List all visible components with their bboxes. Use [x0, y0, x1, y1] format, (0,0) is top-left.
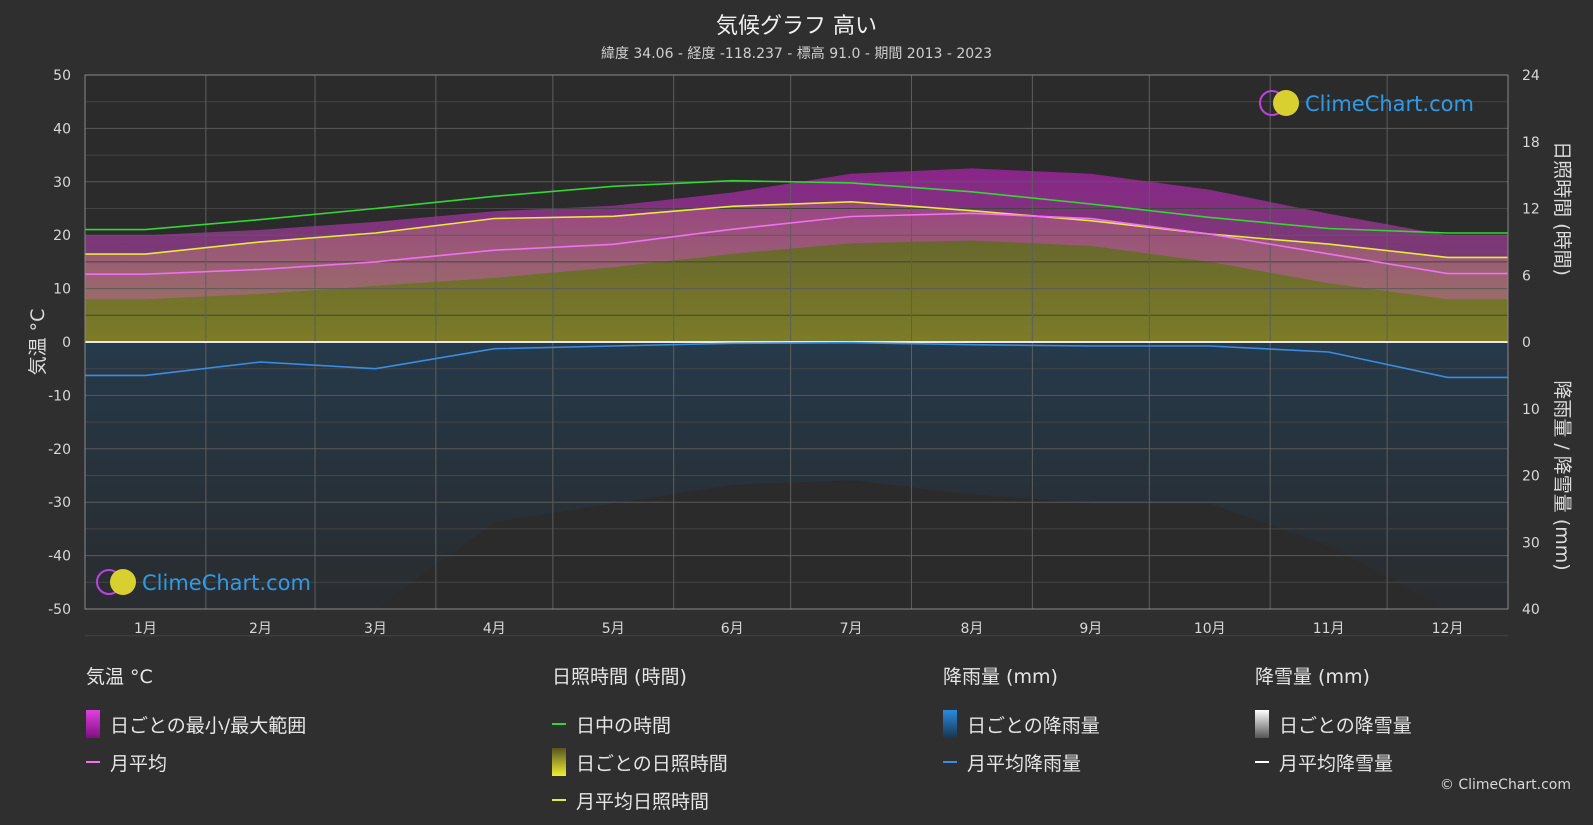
- legend-temperature: 気温 °C 日ごとの最小/最大範囲 月平均: [86, 662, 306, 781]
- daily-range-swatch: [86, 710, 100, 738]
- avg-temp-line: [85, 212, 1508, 275]
- x-tick-label: 9月: [1079, 621, 1102, 637]
- y2-tick-label: 0: [1522, 335, 1531, 351]
- y-tick-label: -20: [48, 442, 71, 458]
- y2-tick-label: 12: [1522, 202, 1540, 218]
- daylight-swatch: [552, 723, 566, 725]
- x-tick-label: 11月: [1313, 621, 1345, 637]
- legend-item-avg-sunshine: 月平均日照時間: [552, 781, 728, 819]
- x-tick-label: 7月: [840, 621, 863, 637]
- legend-sunshine: 日照時間 (時間) 日中の時間 日ごとの日照時間 月平均日照時間: [552, 662, 728, 819]
- y3-tick-label: 40: [1522, 602, 1540, 618]
- x-tick-label: 5月: [602, 621, 625, 637]
- x-tick-label: 1月: [134, 621, 157, 637]
- legend-item-monthly-avg-temp: 月平均: [86, 743, 306, 781]
- avg-sunshine-swatch: [552, 799, 566, 801]
- daylight-hours-line: [85, 179, 1508, 234]
- legend-rain: 降雨量 (mm) 日ごとの降雨量 月平均降雨量: [943, 662, 1100, 781]
- legend-label: 月平均降雪量: [1279, 752, 1394, 775]
- logo-top-sun: [1273, 90, 1299, 116]
- legend-item-daily-snow: 日ごとの降雪量: [1255, 705, 1412, 743]
- x-tick-label: 6月: [721, 621, 744, 637]
- y-tick-label: 50: [53, 68, 71, 84]
- legend-label: 日ごとの降雨量: [967, 714, 1100, 737]
- chart-subtitle: 緯度 34.06 - 経度 -118.237 - 標高 91.0 - 期間 20…: [600, 46, 993, 62]
- legend-temperature-head: 気温 °C: [86, 666, 153, 688]
- logo-bottom-sun: [110, 569, 136, 595]
- legend-item-daily-range: 日ごとの最小/最大範囲: [86, 705, 306, 743]
- y3-tick-label: 10: [1522, 402, 1540, 418]
- avg-temp-swatch: [86, 761, 100, 763]
- y-tick-label: 10: [53, 282, 71, 298]
- y3-axis-title: 降雨量 / 降雪量 (mm): [1551, 380, 1573, 570]
- daily-snow-swatch: [1255, 710, 1269, 738]
- daily-temp-range-area: [85, 168, 1508, 300]
- x-tick-label: 4月: [483, 621, 506, 637]
- plot-border: [84, 74, 1509, 610]
- chart-title: 気候グラフ 高い: [716, 14, 877, 39]
- y-tick-label: 30: [53, 175, 71, 191]
- y2-tick-label: 6: [1522, 268, 1531, 284]
- legend-item-avg-rain: 月平均降雨量: [943, 743, 1100, 781]
- legend-item-daily-rain: 日ごとの降雨量: [943, 705, 1100, 743]
- daily-rain-swatch: [943, 710, 957, 738]
- daily-sunshine-swatch: [552, 748, 566, 776]
- y2-axis-title: 日照時間 (時間): [1551, 141, 1573, 276]
- legend-rain-head: 降雨量 (mm): [943, 666, 1058, 688]
- x-tick-label: 10月: [1194, 621, 1226, 637]
- y2-tick-label: 24: [1522, 68, 1540, 84]
- x-tick-label: 3月: [364, 621, 387, 637]
- logo-bottom-text: ClimeChart.com: [142, 571, 311, 595]
- x-tick-label: 2月: [249, 621, 272, 637]
- legend-item-avg-snow: 月平均降雪量: [1255, 743, 1412, 781]
- legend-snow: 降雪量 (mm) 日ごとの降雪量 月平均降雪量: [1255, 662, 1412, 781]
- y-tick-label: 20: [53, 228, 71, 244]
- copyright: © ClimeChart.com: [1439, 777, 1571, 793]
- y-tick-label: 40: [53, 121, 71, 137]
- y2-tick-label: 18: [1522, 135, 1540, 151]
- legend-label: 月平均: [110, 752, 168, 775]
- legend-label: 日ごとの降雪量: [1279, 714, 1412, 737]
- y-tick-label: -10: [48, 388, 71, 404]
- legend-label: 日ごとの日照時間: [576, 752, 728, 775]
- y-tick-label: -40: [48, 549, 71, 565]
- legend-sunshine-head: 日照時間 (時間): [552, 666, 687, 688]
- x-tick-label: 12月: [1432, 621, 1464, 637]
- legend-item-daylight: 日中の時間: [552, 705, 728, 743]
- climate-chart: 50 40 30 20 10 0 -10 -20 -30 -40 -50 24 18 12 6 0 10 20 30…: [27, 68, 1573, 637]
- y3-tick-label: 30: [1522, 535, 1540, 551]
- y-tick-label: -50: [48, 602, 71, 618]
- logo-top-text: ClimeChart.com: [1305, 92, 1474, 116]
- legend-snow-head: 降雪量 (mm): [1255, 666, 1370, 688]
- legend-label: 月平均降雨量: [967, 752, 1082, 775]
- avg-snow-swatch: [1255, 761, 1269, 763]
- y3-tick-label: 20: [1522, 469, 1540, 485]
- legend-item-daily-sunshine: 日ごとの日照時間: [552, 743, 728, 781]
- x-tick-label: 8月: [960, 621, 983, 637]
- legend-label: 月平均日照時間: [576, 790, 710, 813]
- legend-label: 日中の時間: [576, 714, 672, 737]
- y-tick-label: 0: [62, 335, 71, 351]
- legend-label: 日ごとの最小/最大範囲: [110, 714, 307, 737]
- y-tick-label: -30: [48, 495, 71, 511]
- avg-rain-line: [85, 341, 1508, 379]
- avg-rain-swatch: [943, 761, 957, 763]
- avg-sunshine-line: [85, 200, 1508, 259]
- y-axis-title: 気温 °C: [27, 309, 49, 376]
